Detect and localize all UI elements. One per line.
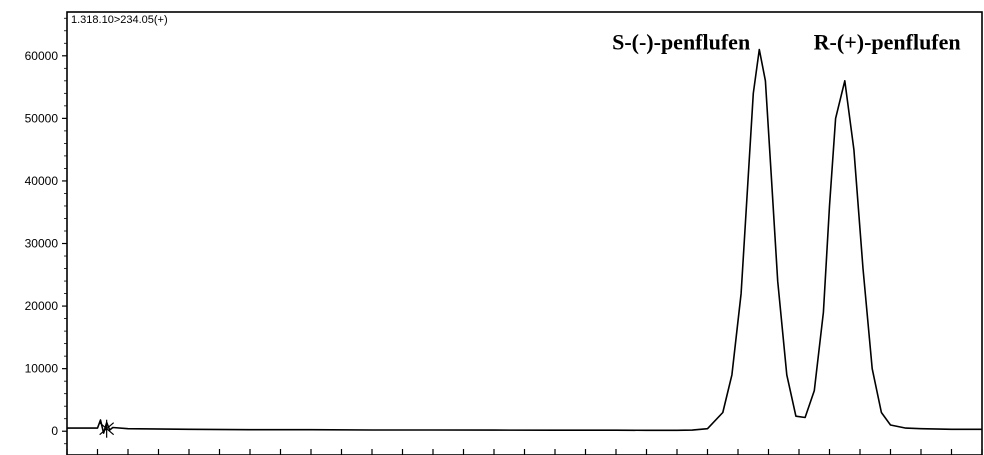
y-tick-label: 60000	[25, 49, 59, 63]
peak-label: R-(+)-penflufen	[814, 30, 961, 55]
y-tick-label: 30000	[25, 237, 59, 251]
trace-header: 1.318.10>234.05(+)	[71, 14, 168, 26]
plot-frame	[66, 11, 983, 455]
chromatogram-trace	[67, 48, 982, 434]
y-tick-label: 40000	[25, 174, 59, 188]
series-layer	[67, 48, 982, 438]
y-tick-label: 50000	[25, 111, 59, 125]
annotation-layer: S-(-)-penflufen R-(+)-penflufen	[612, 30, 961, 55]
y-tick-label: 20000	[25, 299, 59, 313]
x-axis	[66, 449, 983, 455]
y-tick-label: 0	[51, 424, 58, 438]
y-axis: 0 10000 20000 30000 40000 50000 60000	[25, 17, 67, 445]
injection-marker	[99, 422, 115, 436]
peak-label: S-(-)-penflufen	[612, 30, 750, 55]
y-tick-label: 10000	[25, 362, 59, 376]
